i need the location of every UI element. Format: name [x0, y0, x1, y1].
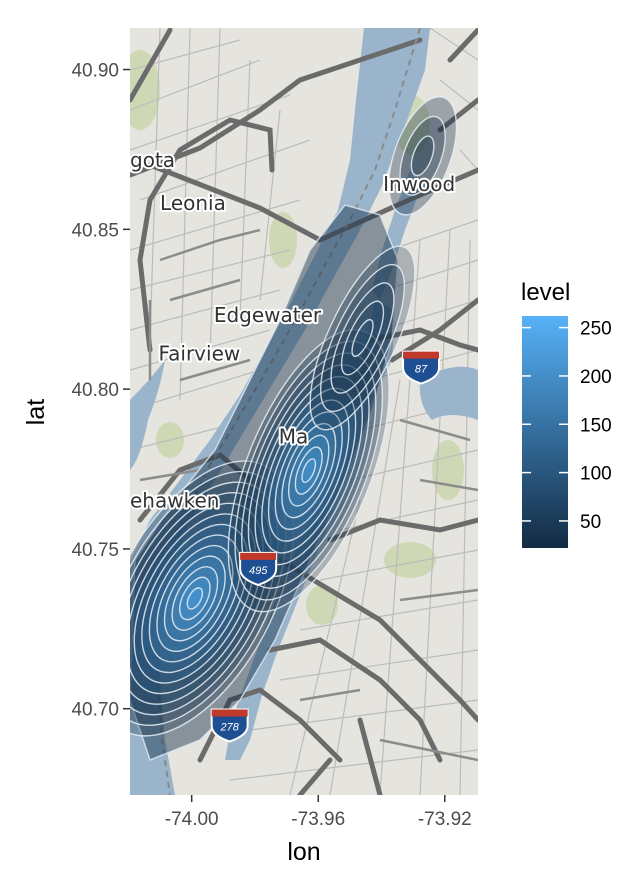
density-peak [130, 460, 295, 737]
major-roads [130, 28, 478, 795]
y-tick-label: 40.75 [71, 540, 119, 561]
hudson-river [130, 28, 430, 795]
y-tick-label: 40.80 [71, 380, 119, 401]
interstate-shield-icon: 87 [402, 350, 441, 385]
density-contour [148, 534, 242, 663]
place-label-fairview: Fairview [158, 341, 240, 365]
minor-streets [130, 28, 478, 795]
legend-label: 50 [580, 512, 601, 533]
density-contour [274, 411, 343, 531]
state-boundary [156, 28, 421, 795]
density-contour [171, 566, 219, 631]
shield-number: 278 [219, 721, 239, 733]
density-contour [340, 300, 385, 376]
legend-ticks: 250 200 150 100 50 [522, 319, 612, 533]
place-labels: gota Leonia Inwood Edgewater Fairview Ma… [130, 146, 457, 514]
y-tick-label: 40.90 [71, 61, 119, 82]
density-contour [410, 135, 435, 177]
density-contour [241, 352, 377, 589]
density-contour [388, 96, 458, 216]
legend-label: 100 [580, 464, 612, 485]
density-contour [130, 460, 295, 737]
x-tick-label: -74.00 [165, 809, 219, 830]
y-axis-title: lat [22, 399, 50, 425]
legend-label: 250 [580, 319, 612, 340]
density-contour [399, 115, 446, 196]
density-contour [267, 399, 350, 542]
density-contour [301, 458, 317, 484]
density-contour [133, 513, 257, 684]
density-contour [178, 576, 211, 621]
density-contour [130, 470, 287, 727]
density-contour [227, 328, 390, 613]
density-contour [156, 544, 234, 653]
density-contour [294, 446, 323, 495]
density-contours [130, 96, 458, 761]
x-tick-label: -73.92 [418, 809, 472, 830]
place-label-inwood: Inwood [383, 172, 455, 196]
density-peak [388, 96, 458, 216]
y-axis: 40.70 40.75 40.80 40.85 40.90 [71, 61, 130, 721]
shield-number: 495 [249, 565, 268, 577]
bronx-water [419, 366, 478, 420]
highway-shields: 87 495 278 [210, 350, 441, 743]
density-contour [186, 587, 204, 610]
place-label-manhattan: Ma [279, 424, 309, 448]
place-label-weehawken: ehawken [130, 488, 219, 512]
y-tick-label: 40.70 [71, 700, 119, 721]
y-tick-label: 40.85 [71, 220, 119, 241]
legend-title: level [521, 279, 570, 306]
secondary-roads [139, 228, 478, 762]
interstate-shield-icon: 278 [210, 708, 249, 743]
legend-label: 200 [580, 367, 612, 388]
shield-number: 87 [415, 364, 428, 376]
density-contour [309, 245, 416, 431]
upper-left-creek [130, 360, 165, 470]
x-axis: -74.00 -73.96 -73.92 [165, 795, 472, 830]
place-label-leonia: Leonia [160, 191, 226, 215]
x-tick-label: -73.96 [291, 809, 345, 830]
density-contour [287, 434, 330, 507]
interstate-shield-icon: 495 [239, 551, 278, 586]
place-label-edgewater: Edgewater [214, 303, 322, 327]
legend: level 250 200 150 100 50 [521, 279, 612, 548]
map-panel[interactable]: gota Leonia Inwood Edgewater Fairview Ma… [56, 28, 478, 795]
density-contour [319, 263, 406, 413]
density-contour [163, 555, 226, 642]
place-label-gota: gota [130, 148, 175, 172]
legend-label: 150 [580, 415, 612, 436]
density-contour [351, 318, 374, 358]
density-contour [130, 492, 272, 705]
x-axis-title: lon [287, 838, 320, 866]
legend-colorbar [522, 316, 568, 548]
density-contour [281, 422, 337, 519]
density-contour [330, 282, 395, 394]
density-peak [309, 245, 416, 431]
